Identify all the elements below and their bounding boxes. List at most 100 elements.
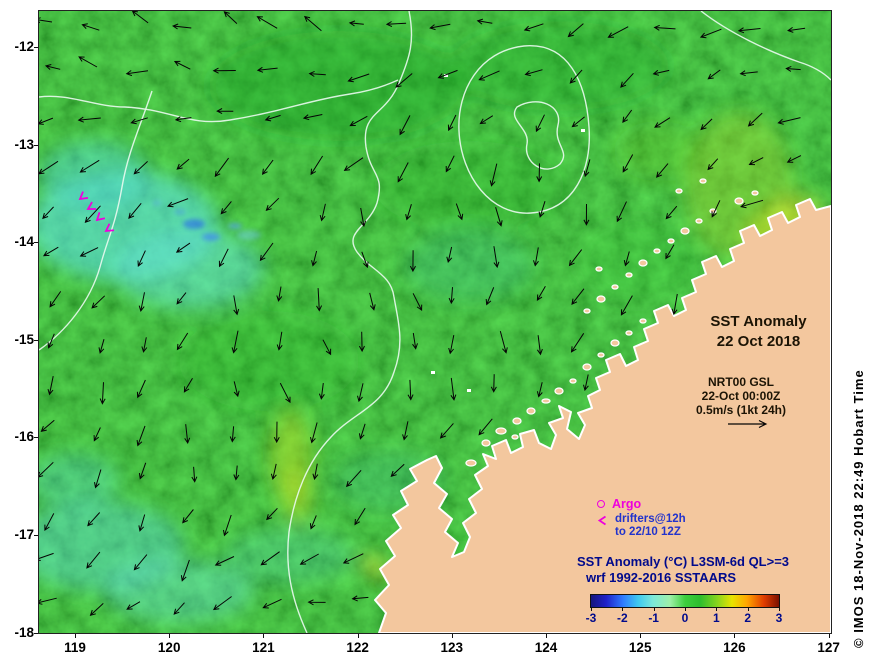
current-arrow [84, 205, 101, 223]
x-tick [734, 634, 736, 638]
current-arrow [620, 72, 634, 88]
current-arrow [665, 205, 678, 220]
island [751, 190, 759, 196]
current-arrow [787, 26, 806, 33]
island [695, 218, 703, 224]
island [639, 318, 647, 324]
current-arrow [319, 203, 326, 222]
current-arrow [303, 15, 322, 32]
current-arrow [568, 249, 583, 267]
current-arrow [302, 114, 323, 121]
current-arrow [133, 161, 148, 175]
current-arrow [737, 27, 761, 34]
current-arrow [256, 16, 278, 29]
current-arrow [312, 463, 319, 481]
current-arrow [256, 66, 278, 73]
island [610, 339, 620, 347]
y-tick [34, 535, 38, 536]
current-arrow [131, 11, 149, 24]
current-arrow [409, 250, 416, 273]
colorbar-tick-label: 2 [744, 611, 751, 625]
current-arrow [536, 335, 543, 356]
current-arrow [214, 556, 235, 566]
current-arrow [276, 286, 283, 302]
current-arrow [318, 383, 325, 400]
current-arrow [262, 598, 282, 609]
current-arrow [322, 339, 332, 356]
colorbar-tick [747, 608, 749, 611]
current-arrow [450, 377, 457, 401]
current-arrow [86, 551, 101, 569]
current-arrow [583, 159, 591, 178]
current-arrow [136, 425, 146, 447]
current-arrow [478, 418, 493, 436]
current-arrow [447, 114, 457, 132]
current-arrow [358, 331, 365, 353]
current-arrow [261, 159, 274, 175]
x-tick [451, 634, 453, 638]
current-arrow [39, 17, 53, 24]
current-arrow [665, 244, 675, 260]
current-arrow [455, 203, 464, 221]
x-tick-label: 121 [252, 640, 275, 655]
colorbar-tick-label: -2 [616, 611, 628, 625]
colorbar: -3 -2 -1 0 1 2 3 [586, 594, 782, 628]
current-arrow [175, 242, 191, 253]
current-arrow [307, 599, 326, 606]
current-arrow [184, 424, 191, 444]
data-gap-speck [581, 129, 585, 132]
current-arrow [223, 514, 232, 537]
island [512, 417, 522, 425]
current-arrow [347, 73, 370, 83]
current-arrow [309, 515, 317, 530]
current-arrow [536, 382, 543, 398]
current-arrow [176, 332, 189, 351]
current-arrow [136, 379, 146, 399]
current-arrow [174, 116, 192, 123]
current-arrow [493, 246, 500, 269]
current-arrow [214, 157, 230, 178]
gsl-contour [287, 11, 413, 633]
colorbar-tick [591, 608, 592, 611]
argo-legend: Argo drifters@12h to 22/10 12Z [597, 497, 686, 541]
current-arrow [361, 251, 369, 269]
current-arrow [216, 108, 234, 115]
y-tick [34, 339, 38, 341]
current-arrow [524, 69, 543, 77]
current-arrow [39, 461, 54, 478]
x-tick [169, 634, 171, 638]
current-arrow [536, 286, 546, 301]
map-title-line1: SST Anomaly [710, 313, 807, 330]
current-arrow [360, 207, 367, 228]
current-arrow [583, 203, 590, 226]
y-tick-label: -14 [14, 234, 34, 250]
y-tick [34, 242, 38, 244]
current-arrow [220, 201, 232, 215]
current-arrow [213, 596, 232, 611]
current-arrow [173, 602, 185, 615]
current-arrow [133, 554, 148, 571]
current-arrow [571, 116, 585, 128]
island [481, 439, 491, 447]
current-arrow [311, 250, 318, 267]
island [582, 363, 592, 371]
current-arrow [176, 292, 187, 305]
current-arrow [128, 202, 142, 220]
data-gap-speck [444, 74, 448, 77]
current-arrow [93, 427, 101, 442]
current-arrow [349, 115, 368, 127]
current-arrow [445, 155, 455, 173]
current-arrow [276, 331, 283, 351]
current-arrow [98, 339, 105, 354]
current-arrow [622, 154, 634, 173]
current-arrow [266, 507, 278, 521]
colorbar-tick-label: -3 [585, 611, 597, 625]
x-tick-label: 120 [157, 640, 181, 655]
current-arrow [412, 332, 418, 350]
current-arrow [490, 374, 497, 393]
current-arrow [231, 330, 239, 354]
colorbar-tick [716, 608, 718, 611]
current-arrow [94, 469, 102, 489]
current-arrow [212, 67, 236, 74]
current-arrow [402, 421, 409, 441]
